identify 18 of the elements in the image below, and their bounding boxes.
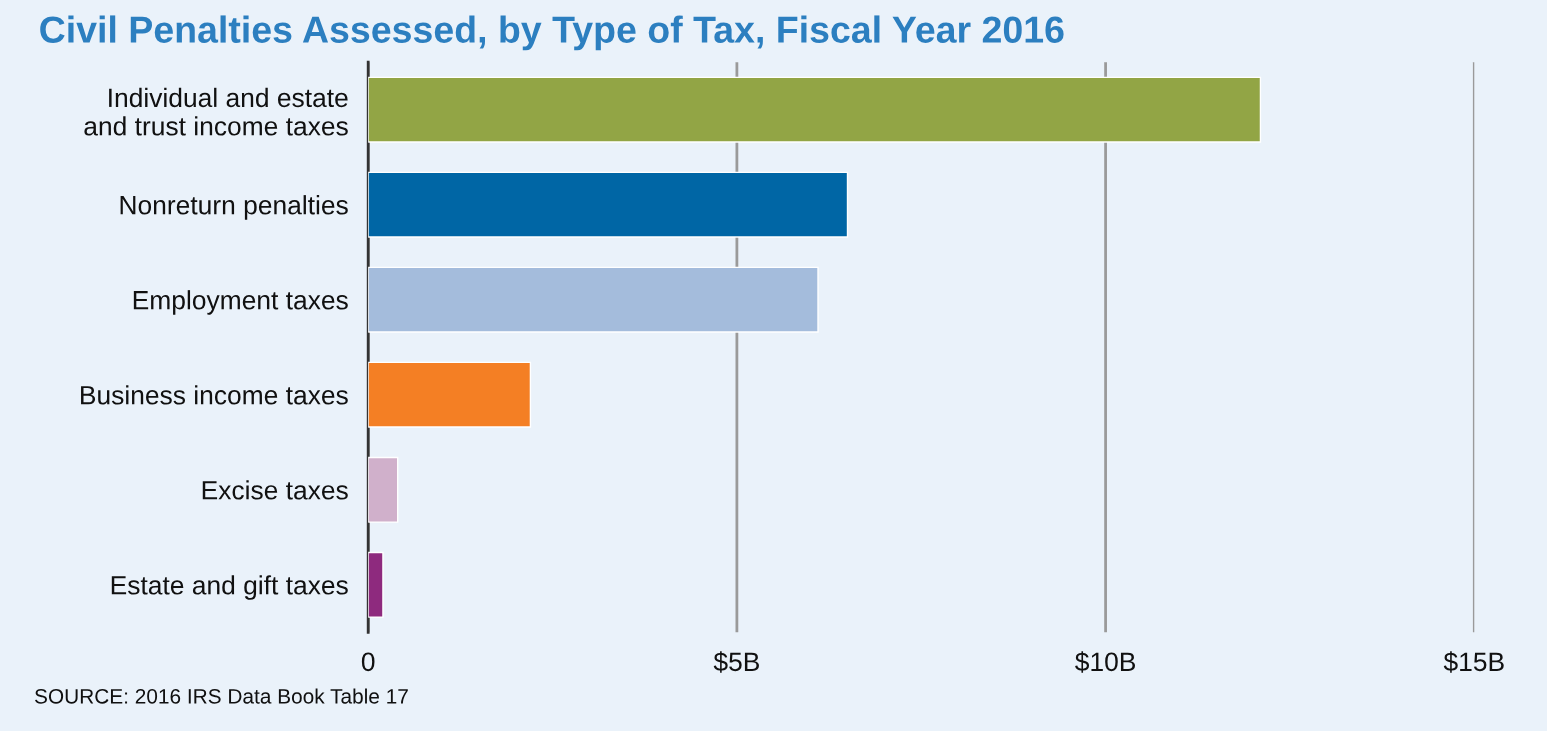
x-tick-label: $10B xyxy=(1075,651,1136,673)
y-tick-label: Nonreturn penalties xyxy=(120,195,348,220)
bar xyxy=(368,551,384,618)
y-tick-label: Employment taxes xyxy=(133,290,348,315)
y-tick-label: Individual and estate and trust income taxes xyxy=(84,87,348,136)
x-tick-label: $15B xyxy=(1443,651,1504,673)
y-tick-label: Business income taxes xyxy=(81,385,348,405)
y-tick-label: Excise taxes xyxy=(202,480,348,500)
x-tick-label: 0 xyxy=(361,652,375,672)
bar xyxy=(368,76,1262,143)
y-tick-label: Estate and gift taxes xyxy=(111,575,348,600)
chart-title: Civil Penalties Assessed, by Type of Tax, Fiscal Year 2016 xyxy=(40,15,1064,51)
bar xyxy=(368,361,532,428)
bar xyxy=(368,266,819,333)
bar xyxy=(368,456,399,523)
x-tick-label: $5B xyxy=(713,651,759,673)
bar xyxy=(368,171,849,238)
source-note: SOURCE: 2016 IRS Data Book Table 17 xyxy=(34,688,408,704)
